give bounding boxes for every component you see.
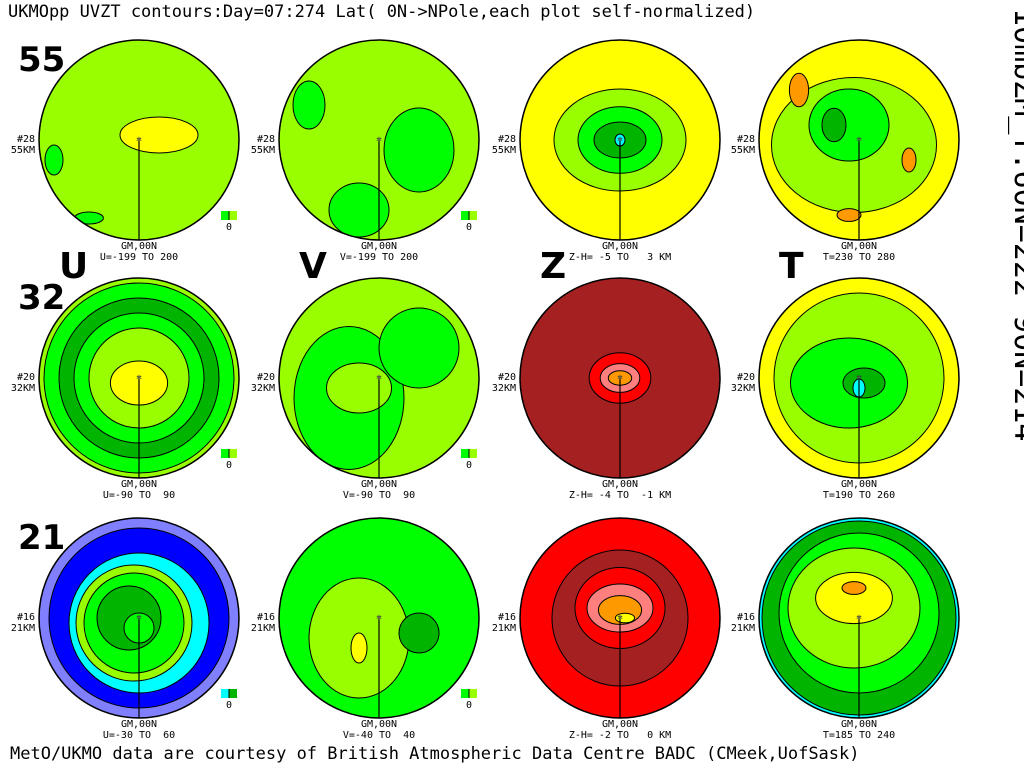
level-label: #16 21KM — [730, 612, 755, 634]
contour-band — [378, 307, 460, 389]
pole-marker: * — [376, 374, 382, 385]
legend-swatch — [221, 211, 229, 220]
range-label: T=185 TO 240 — [822, 730, 896, 741]
pole-marker: * — [376, 136, 382, 147]
pole-marker: * — [136, 136, 142, 147]
legend-zero-label: 0 — [466, 700, 472, 711]
range-label: V=-90 TO 90 — [342, 490, 416, 501]
column-label-v: V — [299, 246, 327, 287]
legend-swatch — [229, 449, 237, 458]
contour-band — [398, 612, 440, 654]
meridian-label: GM,00N — [360, 719, 398, 730]
contour-band — [326, 362, 392, 414]
meridian-label: GM,00N — [120, 719, 158, 730]
range-label: V=-40 TO 40 — [342, 730, 416, 741]
legend-swatch — [461, 449, 469, 458]
level-label: #28 55KM — [491, 134, 516, 156]
legend-swatch — [461, 689, 469, 698]
range-label: V=-199 TO 200 — [339, 252, 419, 263]
pole-marker: * — [617, 136, 623, 147]
pole-marker: * — [617, 374, 623, 385]
meridian-label: GM,00N — [601, 241, 639, 252]
range-label: U=-199 TO 200 — [99, 252, 179, 263]
contour-band — [836, 208, 862, 222]
meridian-label: GM,00N — [601, 719, 639, 730]
meridian-label: GM,00N — [840, 479, 878, 490]
pole-marker: * — [136, 374, 142, 385]
column-label-u: U — [59, 246, 89, 287]
level-label: #20 32KM — [730, 372, 755, 394]
contour-band — [841, 581, 867, 595]
legend-swatch — [469, 449, 477, 458]
meridian-label: GM,00N — [601, 479, 639, 490]
range-label: T=190 TO 260 — [822, 490, 896, 501]
contour-band — [383, 107, 455, 193]
pole-marker: * — [617, 614, 623, 625]
level-label: #20 32KM — [491, 372, 516, 394]
legend-swatch — [469, 689, 477, 698]
range-label: U=-30 TO 60 — [102, 730, 176, 741]
legend-zero-label: 0 — [226, 700, 232, 711]
column-label-t: T — [779, 246, 804, 287]
contour-band — [808, 88, 890, 162]
contour-band — [119, 116, 199, 154]
row-altitude-label: 55 — [18, 40, 66, 80]
footer-credit: MetO/UKMO data are courtesy of British A… — [10, 744, 860, 764]
pole-marker: * — [376, 614, 382, 625]
legend-swatch — [221, 449, 229, 458]
range-label: Z-H= -5 TO 3 KM — [568, 252, 672, 263]
meridian-label: GM,00N — [120, 479, 158, 490]
range-label: T=230 TO 280 — [822, 252, 896, 263]
range-label: U=-90 TO 90 — [102, 490, 176, 501]
pole-marker: * — [856, 614, 862, 625]
level-label: #16 21KM — [10, 612, 35, 634]
polar-contour-z — [520, 518, 720, 718]
legend-swatch — [461, 211, 469, 220]
range-label: Z-H= -2 TO 0 KM — [568, 730, 672, 741]
meridian-label: GM,00N — [360, 241, 398, 252]
pole-marker: * — [136, 614, 142, 625]
legend-swatch — [221, 689, 229, 698]
legend-swatch — [469, 211, 477, 220]
level-label: #20 32KM — [10, 372, 35, 394]
level-label: #16 21KM — [491, 612, 516, 634]
legend-zero-label: 0 — [466, 460, 472, 471]
legend-swatch — [229, 689, 237, 698]
legend-swatch — [229, 211, 237, 220]
pole-marker: * — [856, 374, 862, 385]
level-label: #28 55KM — [730, 134, 755, 156]
meridian-label: GM,00N — [840, 241, 878, 252]
contour-band — [788, 72, 810, 108]
pole-marker: * — [856, 136, 862, 147]
range-label: Z-H= -4 TO -1 KM — [568, 490, 672, 501]
contour-band — [821, 107, 847, 143]
contour-band — [815, 571, 893, 625]
legend-zero-label: 0 — [226, 222, 232, 233]
contour-band — [901, 147, 917, 173]
contour-band — [350, 632, 368, 664]
meridian-label: GM,00N — [360, 479, 398, 490]
figure-title: UKMOpp UVZT contours:Day=07:274 Lat( 0N-… — [8, 2, 756, 22]
contour-band — [74, 211, 104, 225]
legend-zero-label: 0 — [466, 222, 472, 233]
row-altitude-label: 21 — [18, 518, 66, 558]
contour-band — [328, 182, 390, 238]
meridian-label: GM,00N — [120, 241, 158, 252]
legend-zero-label: 0 — [226, 460, 232, 471]
meridian-label: GM,00N — [840, 719, 878, 730]
level-label: #16 21KM — [250, 612, 275, 634]
level-label: #20 32KM — [250, 372, 275, 394]
column-label-z: Z — [540, 246, 567, 287]
contour-band — [292, 80, 326, 130]
row-altitude-label: 32 — [18, 278, 66, 318]
level-label: #28 55KM — [250, 134, 275, 156]
contour-band — [44, 144, 64, 176]
level-label: #28 55KM — [10, 134, 35, 156]
